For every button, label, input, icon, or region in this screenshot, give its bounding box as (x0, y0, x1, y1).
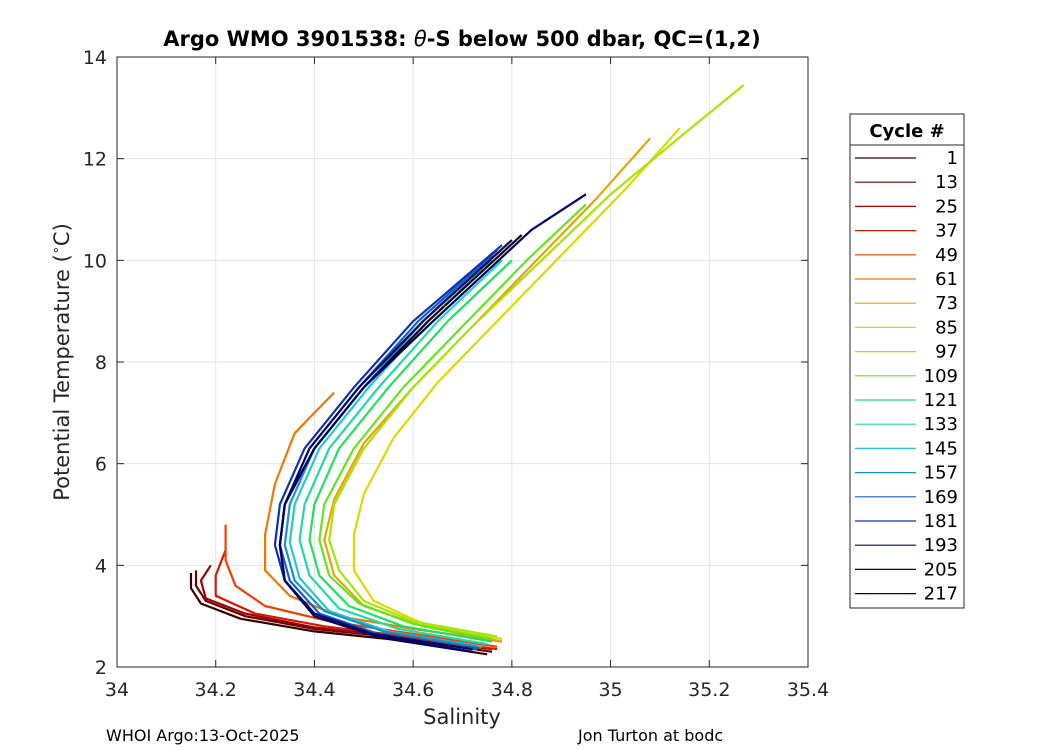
legend-label: 181 (924, 511, 958, 532)
legend-label: 49 (935, 245, 958, 266)
title-theta: θ (414, 27, 427, 51)
series-line-85 (352, 127, 681, 641)
y-tick-label: 4 (95, 555, 107, 577)
y-axis-label-text: Potential Temperature ( (50, 254, 74, 501)
y-tick-label: 8 (95, 352, 107, 374)
x-tick-label: 35 (598, 679, 622, 701)
legend-label: 205 (924, 559, 958, 580)
legend-label: 25 (935, 196, 958, 217)
x-tick-label: 34.2 (195, 679, 237, 701)
legend-label: 37 (935, 221, 958, 242)
x-tick-label: 34.4 (293, 679, 335, 701)
series-line-217 (278, 193, 587, 653)
chart-title: Argo WMO 3901538: θ-S below 500 dbar, QC… (163, 27, 760, 51)
x-tick-label: 35.2 (688, 679, 730, 701)
y-tick-label: 14 (83, 47, 107, 69)
y-axis-label-end: C) (50, 223, 74, 246)
series-line-37 (214, 549, 498, 651)
legend-label: 157 (924, 463, 958, 484)
title-suffix: -S below 500 dbar, QC=(1,2) (427, 27, 761, 51)
y-axis-label-degree: ∘ (49, 246, 64, 254)
legend-label: 61 (935, 269, 958, 290)
footer-left: WHOI Argo:13-Oct-2025 (106, 726, 300, 745)
series-line-97 (328, 84, 745, 638)
y-tick-labels: 2 4 6 8 10 12 14 (83, 47, 107, 679)
legend-label: 1 (947, 148, 958, 169)
series-line-157 (283, 254, 493, 648)
title-prefix: Argo WMO 3901538: (163, 27, 414, 51)
legend-title: Cycle # (869, 121, 944, 142)
y-tick-label: 10 (83, 250, 107, 272)
y-axis-label: Potential Temperature (∘C) (49, 223, 74, 501)
x-tick-label: 34.8 (491, 679, 533, 701)
x-axis-label: Salinity (423, 705, 501, 729)
footer-right: Jon Turton at bodc (578, 726, 724, 745)
x-tick-label: 35.4 (787, 679, 829, 701)
series-line-121 (308, 259, 513, 643)
legend-label: 145 (924, 438, 958, 459)
x-tick-label: 34.6 (392, 679, 434, 701)
legend: Cycle # 1 13 25 37 49 61 73 85 97 109 121 133 145 157… (849, 113, 965, 609)
legend-label: 217 (924, 584, 958, 605)
x-tick-label: 34 (105, 679, 129, 701)
legend-label: 169 (924, 487, 958, 508)
series-line-49 (224, 524, 498, 648)
tick-marks (116, 56, 809, 668)
y-tick-label: 2 (95, 657, 107, 679)
legend-label: 97 (935, 342, 958, 363)
legend-label: 85 (935, 317, 958, 338)
x-tick-labels: 34 34.2 34.4 34.6 34.8 35 35.2 35.4 (105, 679, 829, 701)
legend-box (849, 113, 965, 609)
series-line-133 (298, 259, 503, 646)
legend-label: 133 (924, 414, 958, 435)
legend-label: 73 (935, 293, 958, 314)
y-tick-label: 6 (95, 454, 107, 476)
legend-label: 121 (924, 390, 958, 411)
y-tick-label: 12 (83, 149, 107, 171)
series-lines (189, 84, 745, 656)
legend-label: 109 (924, 366, 958, 387)
legend-label: 193 (924, 535, 958, 556)
legend-label: 13 (935, 172, 958, 193)
legend-entries: 1 13 25 37 49 61 73 85 97 109 121 133 145 157 169 181 19… (855, 148, 958, 605)
series-line-109 (318, 203, 587, 641)
